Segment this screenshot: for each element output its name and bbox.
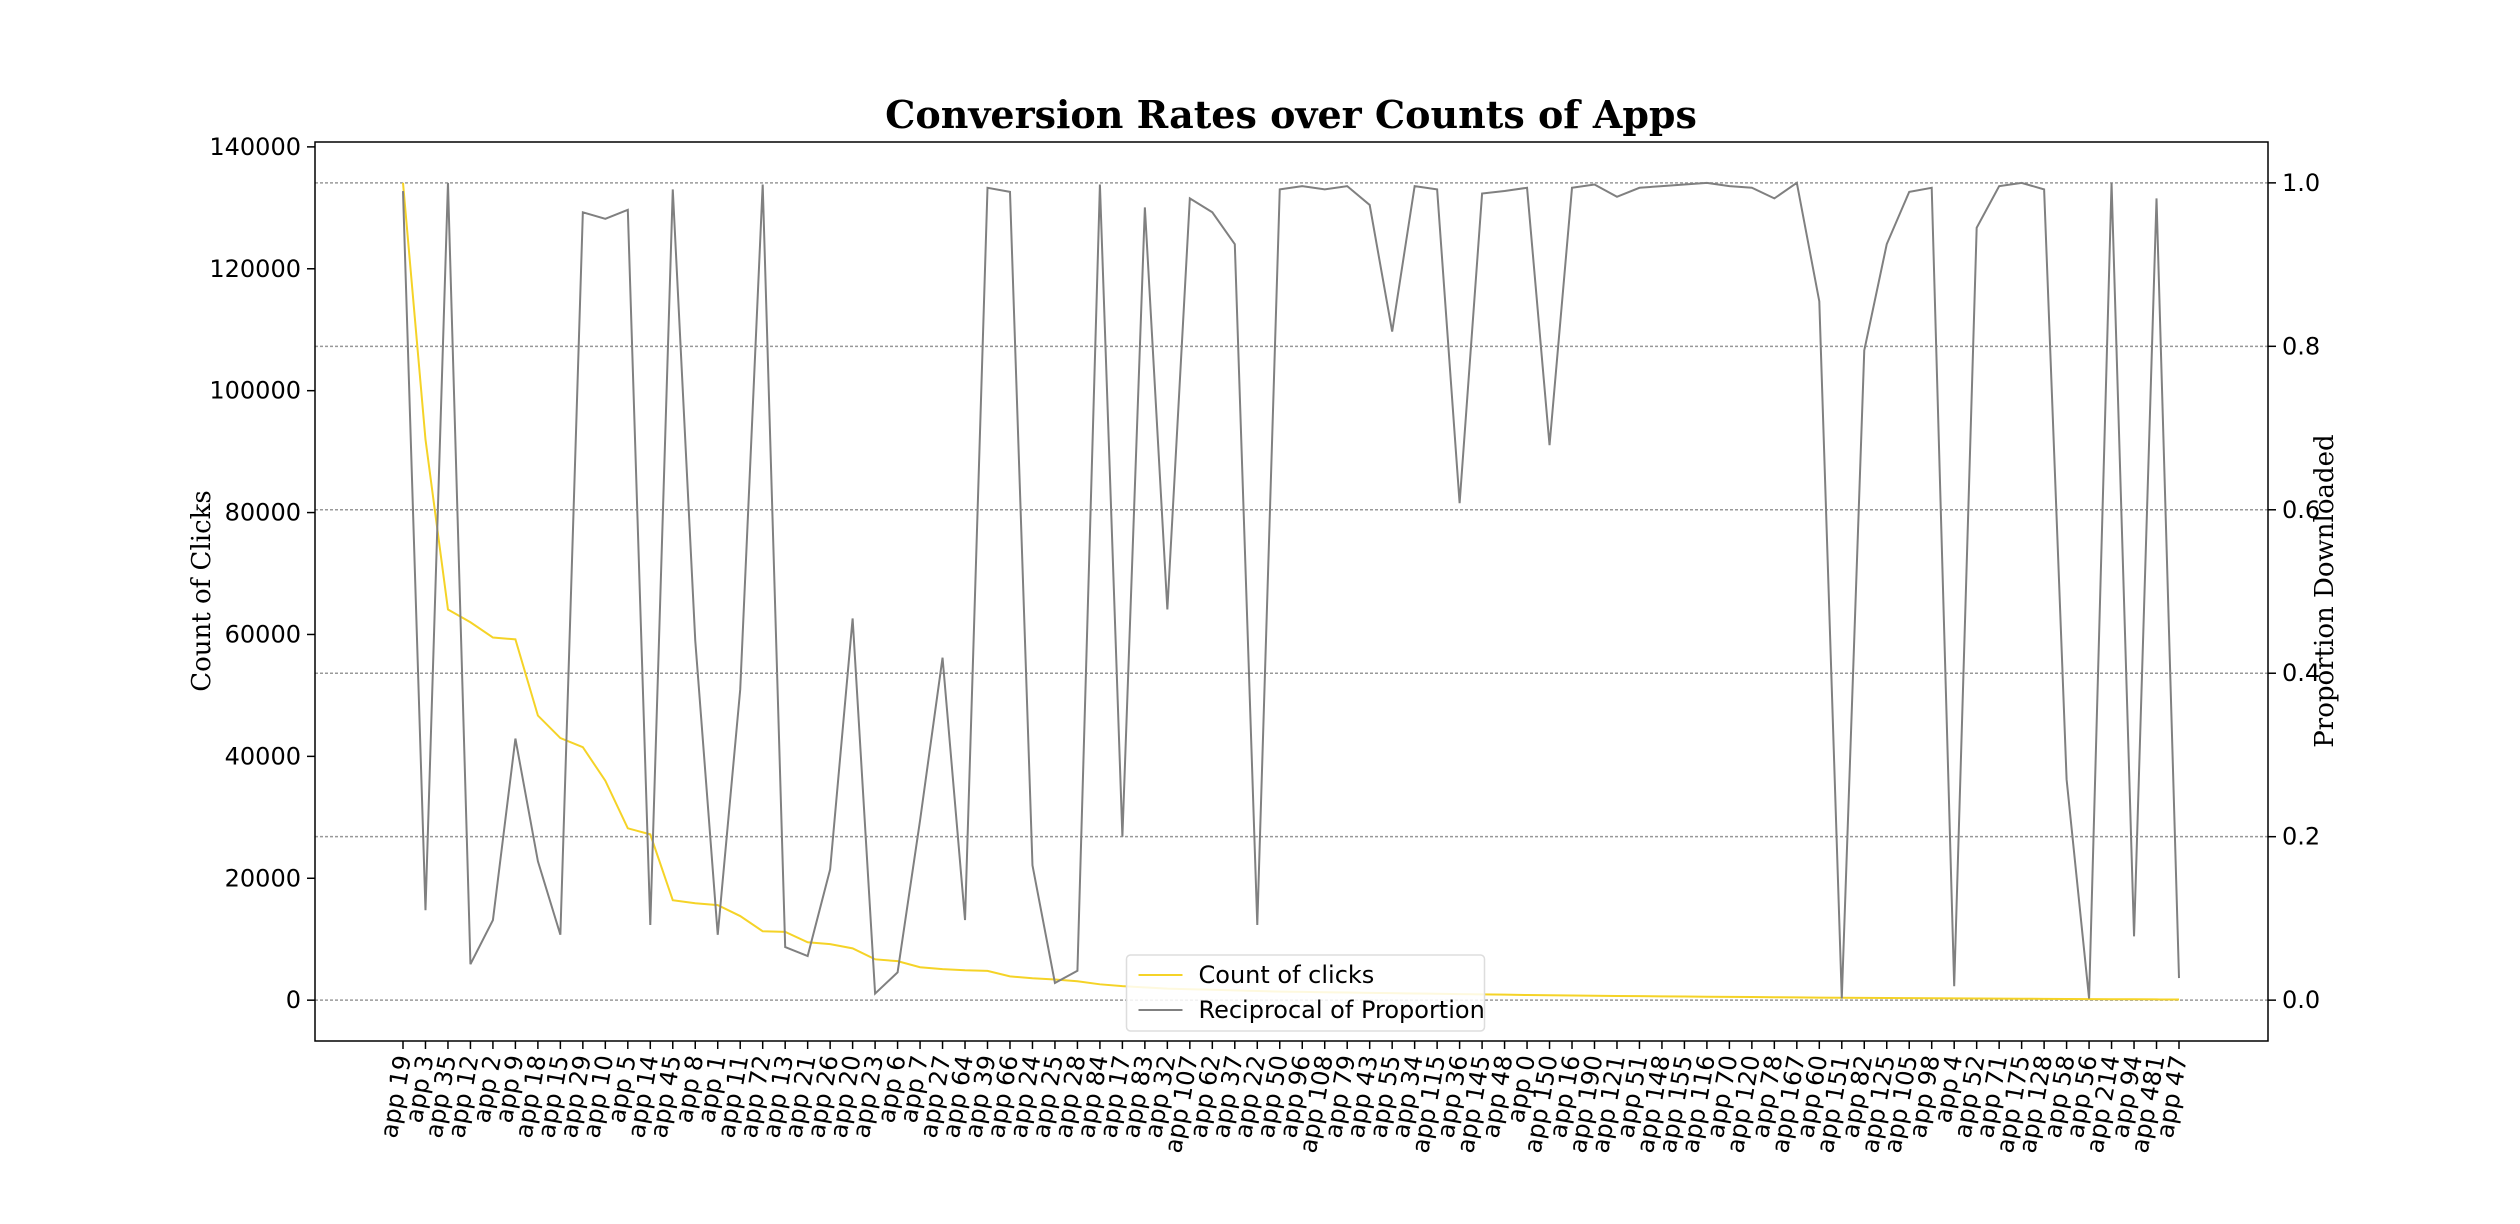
y-tick-label: 140000 [209,133,301,161]
y2-axis-label: Proportion Downloaded [2310,434,2340,747]
y2-tick-label: 0.4 [2282,659,2320,687]
legend: Count of clicks Reciprocal of Proportion [1125,954,1486,1032]
y2-tick-label: 0.8 [2282,332,2320,360]
legend-label: Reciprocal of Proportion [1199,996,1485,1024]
y-tick-label: 40000 [225,742,301,770]
y-tick-label: 60000 [225,620,301,648]
y-tick-label: 0 [286,986,301,1014]
y2-tick-label: 1.0 [2282,169,2320,197]
series-line [402,181,2180,999]
plot-frame [314,141,2269,1042]
y2-tick-label: 0.6 [2282,496,2320,524]
legend-box [1125,954,1486,1032]
y-tick-label: 100000 [209,377,301,405]
y2-tick-label: 0.0 [2282,986,2320,1014]
legend-label: Count of clicks [1199,961,1375,989]
y-axis-label: Count of Clicks [187,490,217,691]
y2-tick-label: 0.2 [2282,823,2320,851]
y-tick-label: 120000 [209,255,301,283]
y-tick-label: 80000 [225,499,301,527]
y-tick-label: 20000 [225,864,301,892]
chart-title: Conversion Rates over Counts of Apps [885,92,1697,137]
